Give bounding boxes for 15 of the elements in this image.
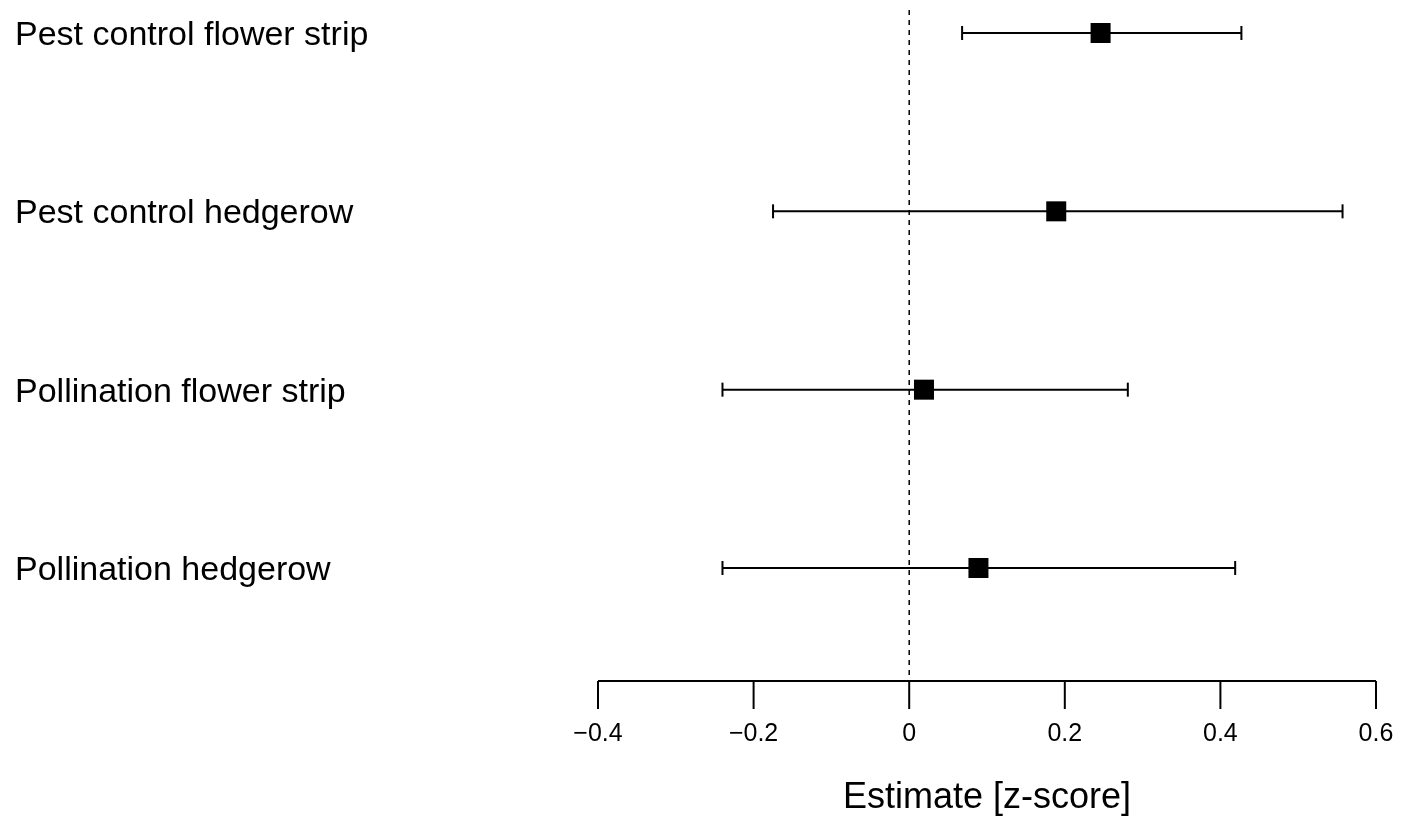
y-tick-label: Pest control hedgerow [15, 192, 354, 231]
x-tick-label: −0.4 [573, 718, 623, 746]
point [1046, 201, 1067, 222]
x-tick-label: 0.2 [1047, 718, 1083, 746]
y-tick-label: Pest control flower strip [15, 14, 369, 52]
x-tick-label: 0.4 [1203, 718, 1238, 746]
point [1090, 23, 1111, 43]
x-tick-label: 0 [902, 718, 917, 746]
point [968, 558, 989, 578]
x-axis-title: Estimate [z-score] [842, 775, 1132, 816]
y-tick-label: Pollination flower strip [15, 370, 346, 409]
point [913, 379, 934, 400]
x-tick-label: −0.2 [728, 718, 779, 746]
y-tick-label: Pollination hedgerow [15, 549, 332, 587]
x-tick-label: 0.6 [1358, 718, 1394, 746]
